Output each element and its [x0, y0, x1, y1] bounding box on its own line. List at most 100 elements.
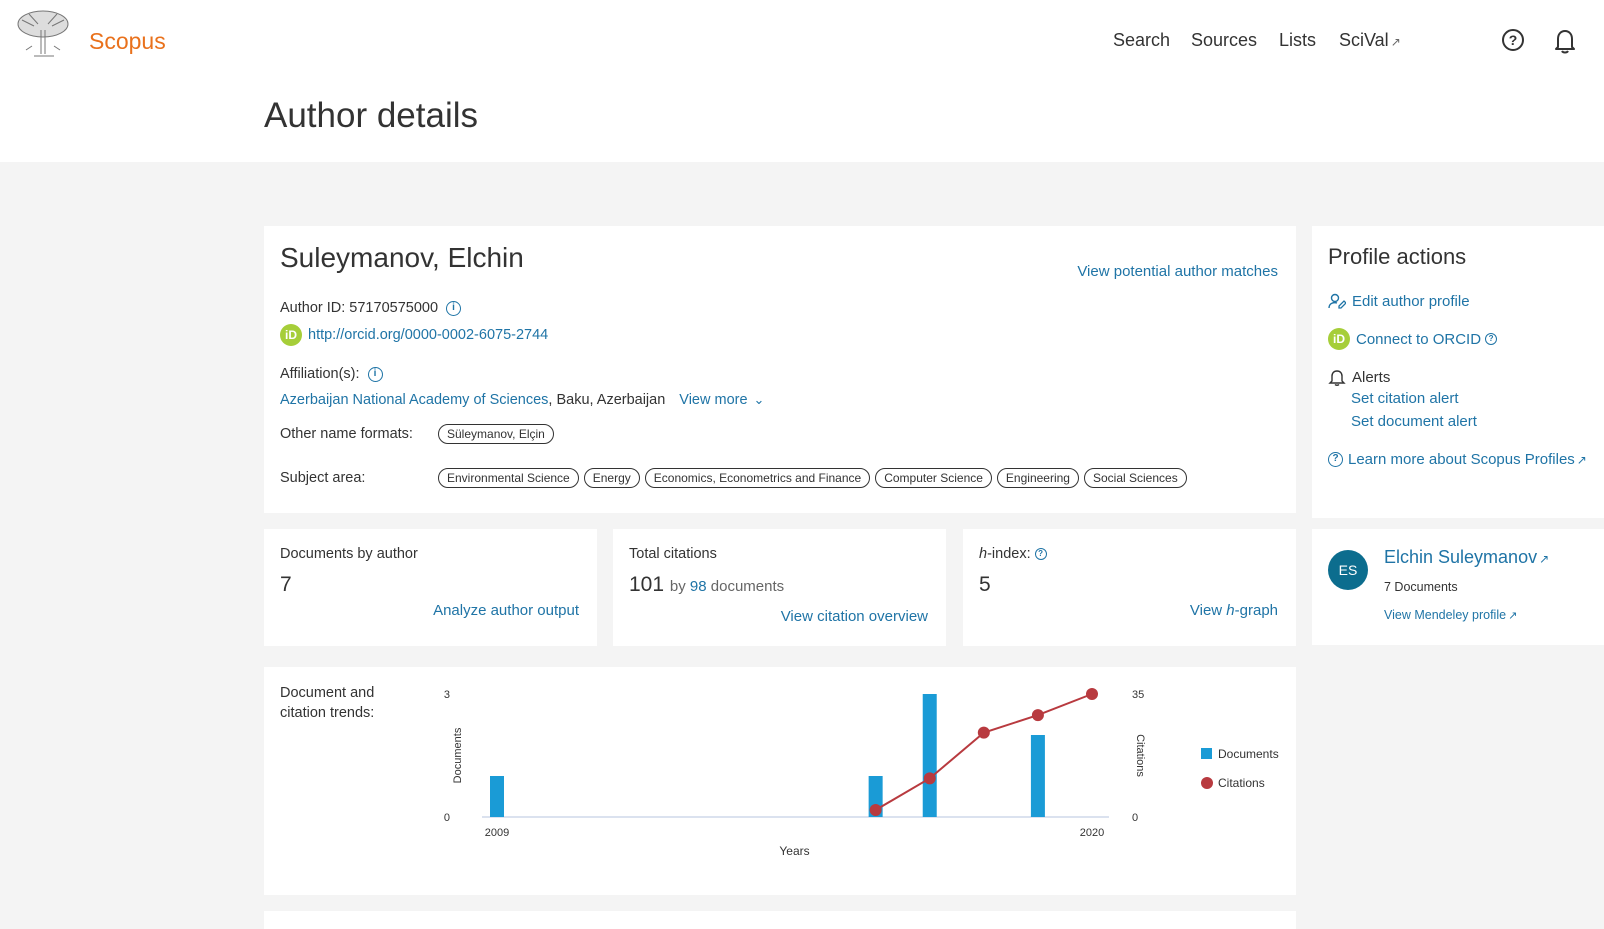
citations-point[interactable]: [977, 726, 990, 739]
hindex-stat-card: h-index:? 5 View h-graph: [963, 529, 1296, 646]
y-axis-label: Documents: [452, 727, 464, 783]
by-word: by: [669, 578, 686, 595]
chevron-down-icon: ⌄: [753, 392, 765, 407]
orcid-link[interactable]: http://orcid.org/0000-0002-6075-2744: [308, 327, 549, 343]
x-axis-label: Years: [779, 844, 809, 858]
hgraph-h: h: [1226, 602, 1235, 619]
subject-chip: Social Sciences: [1083, 468, 1187, 488]
citations-point[interactable]: [869, 803, 882, 816]
citations-line: [875, 693, 1093, 811]
nav-scival[interactable]: SciVal ↗: [1339, 30, 1401, 51]
arrow-up-right-icon: ↗: [1539, 552, 1550, 566]
arrow-up-right-icon: ↗: [1508, 610, 1518, 622]
other-names-row: Other name formats: Süleymanov, Elçin: [280, 424, 559, 444]
learn-more-link[interactable]: ? Learn more about Scopus Profiles ↗: [1328, 451, 1587, 468]
citation-overview-link[interactable]: View citation overview: [780, 608, 928, 625]
subject-chip: Computer Science: [875, 468, 992, 488]
citing-docs-link[interactable]: 98: [689, 578, 707, 595]
y-tick-label: 3: [444, 689, 450, 701]
mendeley-name-link[interactable]: Elchin Suleymanov ↗: [1384, 547, 1549, 568]
y2-tick-label: 0: [1132, 812, 1138, 824]
trends-chart: 0 3 0 35 2009 2020 Years Documents Citat…: [444, 688, 1279, 858]
other-names-label: Other name formats:: [280, 426, 413, 442]
legend-citations-label: Citations: [1218, 776, 1265, 790]
avatar: ES: [1328, 550, 1368, 590]
hindex-label: h-index:?: [979, 546, 1047, 562]
question-circle-icon[interactable]: ?: [1034, 548, 1047, 561]
potential-matches-link[interactable]: View potential author matches: [1077, 263, 1278, 280]
author-id: Author ID: 57170575000: [280, 300, 439, 316]
nav-lists[interactable]: Lists: [1279, 30, 1317, 50]
citations-sub: by 98 documents: [670, 578, 784, 595]
x-tick-label: 2020: [1080, 827, 1104, 839]
mendeley-profile-label: View Mendeley profile: [1384, 608, 1507, 622]
alerts-label: Alerts: [1352, 368, 1391, 386]
hindex-label-h: h: [979, 546, 988, 562]
view-more-link[interactable]: View more ⌄: [679, 392, 764, 408]
citations-point[interactable]: [1031, 709, 1044, 722]
subject-chip: Engineering: [996, 468, 1079, 488]
subject-chip: Economics, Econometrics and Finance: [644, 468, 871, 488]
set-document-alert-link[interactable]: Set document alert: [1351, 413, 1477, 430]
profile-actions-title: Profile actions: [1328, 244, 1467, 269]
legend-documents-label: Documents: [1218, 747, 1279, 761]
analyze-output-link[interactable]: Analyze author output: [433, 602, 579, 619]
info-icon[interactable]: i: [367, 366, 383, 382]
connect-orcid-link[interactable]: iD Connect to ORCID ?: [1328, 328, 1498, 350]
documents-bar[interactable]: [922, 694, 937, 817]
affiliation-location: , Baku, Azerbaijan: [548, 392, 666, 408]
view-hgraph-link[interactable]: View h-graph: [1190, 602, 1278, 619]
citations-value-row: 101 by 98 documents: [629, 573, 784, 597]
documents-list-card: [264, 911, 1296, 929]
mendeley-documents: 7 Documents: [1384, 580, 1458, 594]
question-circle-icon[interactable]: ?: [1485, 333, 1498, 345]
connect-orcid-label: Connect to ORCID: [1356, 330, 1482, 348]
arrow-up-right-icon: ↗: [1390, 35, 1401, 49]
set-citation-alert-link[interactable]: Set citation alert: [1351, 390, 1459, 407]
citations-stat-card: Total citations 101 by 98 documents View…: [613, 529, 946, 646]
subject-chip: Environmental Science: [438, 468, 579, 488]
author-id-row: Author ID: 57170575000 i: [280, 300, 462, 316]
nav-sources[interactable]: Sources: [1191, 30, 1258, 50]
subject-chip: Energy: [583, 468, 640, 488]
affiliation-row: Azerbaijan National Academy of Sciences …: [280, 392, 764, 408]
nav-scival-label: SciVal: [1339, 30, 1389, 50]
affiliation-label: Affiliation(s):: [280, 366, 360, 382]
nav-search[interactable]: Search: [1113, 30, 1171, 50]
name-format-chip: Süleymanov, Elçin: [438, 424, 554, 444]
scopus-brand[interactable]: Scopus: [89, 28, 166, 54]
view-more-label: View more: [679, 392, 748, 408]
orcid-icon: iD: [1328, 328, 1350, 350]
edit-user-icon: [1328, 293, 1346, 309]
trends-label: Document and citation trends:: [280, 685, 375, 721]
profile-actions-card: Profile actions Edit author profile iD C…: [1312, 226, 1604, 518]
top-header: Scopus Search Sources Lists SciVal ↗ ? Au…: [0, 0, 1604, 162]
learn-more-label: Learn more about Scopus Profiles: [1348, 451, 1575, 468]
author-profile-card: Suleymanov, Elchin View potential author…: [264, 226, 1296, 513]
affiliation-link[interactable]: Azerbaijan National Academy of Sciences: [280, 392, 549, 408]
y2-tick-label: 35: [1132, 689, 1144, 701]
x-tick-label: 2009: [485, 827, 509, 839]
elsevier-logo-icon[interactable]: [14, 8, 72, 60]
documents-word: documents: [710, 578, 785, 595]
subject-label: Subject area:: [280, 470, 366, 486]
edit-profile-link[interactable]: Edit author profile: [1328, 292, 1470, 310]
mendeley-profile-link[interactable]: View Mendeley profile ↗: [1384, 608, 1517, 622]
citations-point[interactable]: [923, 772, 936, 785]
page-title: Author details: [264, 96, 479, 135]
hindex-label-rest: -index:: [987, 546, 1031, 562]
question-circle-icon[interactable]: ?: [1502, 29, 1524, 51]
hgraph-pre: View: [1189, 602, 1227, 619]
info-icon[interactable]: i: [446, 300, 462, 316]
citations-count: 101: [629, 573, 665, 596]
bell-icon: [1328, 370, 1346, 386]
question-circle-icon: ?: [1328, 452, 1343, 467]
documents-bar[interactable]: [1030, 735, 1045, 817]
subject-row: Subject area: Environmental Science Ener…: [280, 468, 1192, 488]
bell-icon[interactable]: [1553, 28, 1577, 54]
mendeley-card: ES Elchin Suleymanov ↗ 7 Documents View M…: [1312, 529, 1604, 645]
citations-point[interactable]: [1086, 688, 1098, 700]
y2-axis-label: Citations: [1134, 734, 1146, 777]
orcid-icon: iD: [280, 324, 302, 346]
documents-bar[interactable]: [490, 776, 504, 817]
